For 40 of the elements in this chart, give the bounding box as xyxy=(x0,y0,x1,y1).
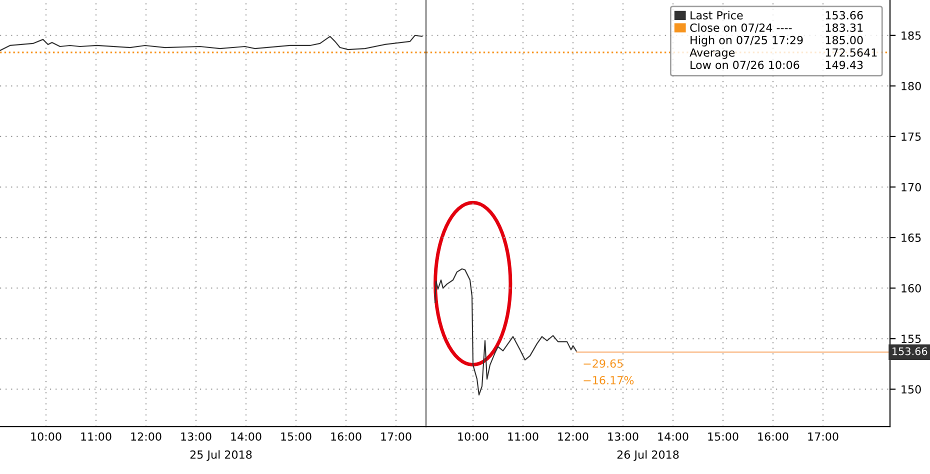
x-tick-label: 10:00 xyxy=(31,432,62,441)
annotation: 183.31 xyxy=(826,23,863,32)
y-tick-label: 170 xyxy=(902,182,921,192)
text: 153.66 xyxy=(826,11,863,20)
annotation: 185.00 xyxy=(826,36,863,44)
x-tick-label: 15:00 xyxy=(708,432,738,441)
x-tick-label: 16:00 xyxy=(758,432,788,441)
legend-label: Close on 07/24 ---- xyxy=(690,23,792,33)
text: 26 Jul 2018 xyxy=(617,450,679,461)
legend-label: Last Price xyxy=(690,10,743,20)
x-tick-label: 14:00 xyxy=(231,432,262,441)
text: 25 Jul 2018 xyxy=(190,450,252,461)
y-tick-label: 155 xyxy=(902,334,921,344)
x-tick-label: 12:00 xyxy=(131,432,162,441)
annotation: Average xyxy=(690,48,735,59)
ref-line-label: 153.66 xyxy=(892,347,928,356)
x-tick-label: 16:00 xyxy=(331,432,362,441)
y-tick-label: 180 xyxy=(902,82,921,90)
annotation: Low on 07/26 10:06 xyxy=(690,60,800,70)
annotation: 172.5641 xyxy=(826,48,877,57)
x-tick-label: 11:00 xyxy=(81,432,112,441)
x-tick-label: 14:00 xyxy=(658,432,688,441)
x-tick-label: 17:00 xyxy=(381,432,412,441)
annotation: 149.43 xyxy=(826,60,863,70)
x-tick-label: 13:00 xyxy=(181,432,212,441)
x-tick-label: 13:00 xyxy=(608,432,638,441)
y-tick-label: 175 xyxy=(902,132,921,141)
y-tick-label: 150 xyxy=(902,385,921,394)
x-tick-label: 12:00 xyxy=(558,432,588,441)
x-tick-label: 17:00 xyxy=(808,432,838,441)
line-series xyxy=(434,268,578,396)
x-tick-label: 11:00 xyxy=(508,432,538,441)
x-tick-label: 15:00 xyxy=(281,432,312,441)
annotation: −16.17% xyxy=(584,376,634,384)
x-tick-label: 10:00 xyxy=(458,432,488,441)
y-tick-label: 165 xyxy=(902,234,921,242)
y-tick-label: 160 xyxy=(902,284,921,292)
annotation: High on 07/25 17:29 xyxy=(690,36,803,46)
y-tick-label: 185 xyxy=(902,31,921,40)
annotation: −29.65 xyxy=(584,359,623,368)
